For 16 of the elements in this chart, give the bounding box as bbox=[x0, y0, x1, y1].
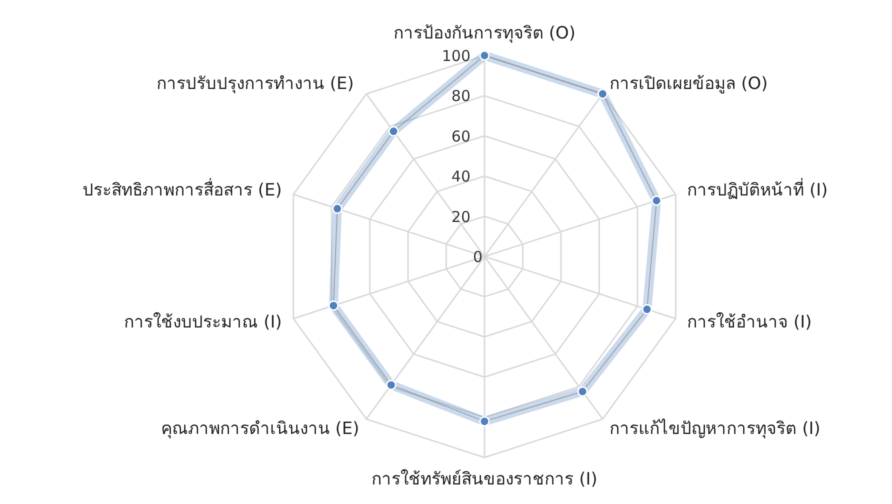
y-tick-label: 60 bbox=[451, 127, 471, 146]
y-tick-label: 20 bbox=[451, 208, 471, 226]
spoke-label: คุณภาพการดำเนินงาน (E) bbox=[160, 418, 360, 439]
y-tick-label: 100 bbox=[442, 47, 471, 65]
y-tick-label: 0 bbox=[472, 248, 483, 266]
spoke-label: การปฏิบัติหน้าที่ (I) bbox=[687, 178, 828, 201]
y-tick-label: 40 bbox=[451, 168, 471, 186]
spoke-label: การแก้ไขปัญหาการทุจริต (I) bbox=[610, 418, 820, 439]
y-tick-label: 80 bbox=[451, 87, 471, 106]
spoke-label: การปรับปรุงการทำงาน (E) bbox=[156, 74, 354, 94]
spoke-label: การใช้อำนาจ (I) bbox=[687, 311, 812, 332]
spoke-label: การป้องกันการทุจริต (O) bbox=[393, 23, 576, 44]
spoke-label: ประสิทธิภาพการสื่อสาร (E) bbox=[82, 178, 282, 201]
spoke-label: การใช้ทรัพย์สินของราชการ (I) bbox=[372, 468, 598, 490]
spoke-label: การใช้งบประมาณ (I) bbox=[124, 311, 282, 332]
spoke-label: การเปิดเผยข้อมูล (O) bbox=[610, 74, 768, 94]
